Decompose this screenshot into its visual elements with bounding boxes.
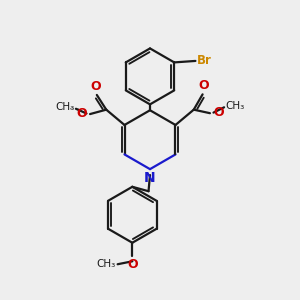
Text: O: O	[76, 107, 86, 120]
Text: N: N	[144, 172, 156, 185]
Text: O: O	[198, 79, 209, 92]
Text: methyl: methyl	[74, 107, 79, 109]
Text: O: O	[214, 106, 224, 119]
Text: methyl: methyl	[70, 108, 74, 109]
Text: CH₃: CH₃	[97, 259, 116, 269]
Text: O: O	[91, 80, 101, 93]
Text: Br: Br	[197, 54, 212, 68]
Text: O: O	[127, 258, 138, 271]
Text: CH₃: CH₃	[226, 101, 245, 111]
Text: CH₃: CH₃	[55, 102, 74, 112]
